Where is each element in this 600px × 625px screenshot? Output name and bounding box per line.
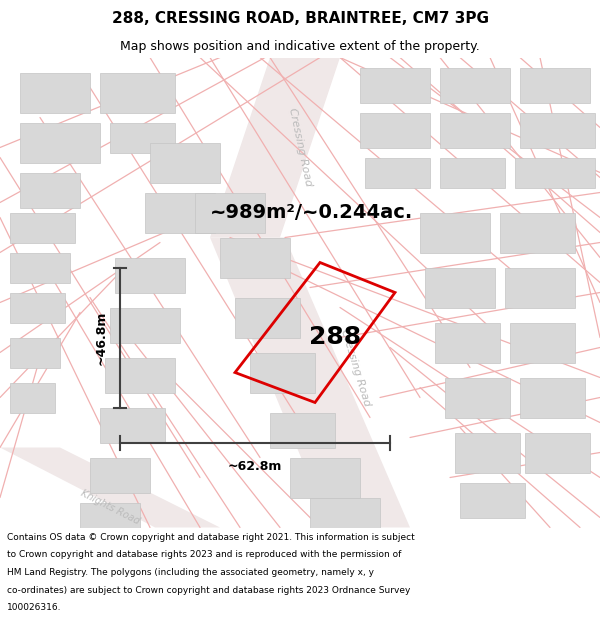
Polygon shape	[10, 292, 65, 322]
Polygon shape	[460, 482, 525, 518]
Text: HM Land Registry. The polygons (including the associated geometry, namely x, y: HM Land Registry. The polygons (includin…	[7, 568, 374, 577]
Polygon shape	[360, 112, 430, 148]
Polygon shape	[210, 238, 410, 528]
Polygon shape	[110, 308, 180, 342]
Polygon shape	[520, 378, 585, 418]
Polygon shape	[150, 142, 220, 182]
Polygon shape	[20, 72, 90, 112]
Polygon shape	[250, 352, 315, 392]
Text: Cressing Road: Cressing Road	[338, 328, 371, 408]
Polygon shape	[145, 192, 215, 232]
Polygon shape	[310, 498, 380, 528]
Polygon shape	[90, 458, 150, 492]
Polygon shape	[100, 408, 165, 442]
Polygon shape	[440, 112, 510, 148]
Text: ~989m²/~0.244ac.: ~989m²/~0.244ac.	[210, 203, 413, 222]
Text: 288, CRESSING ROAD, BRAINTREE, CM7 3PG: 288, CRESSING ROAD, BRAINTREE, CM7 3PG	[112, 11, 488, 26]
Polygon shape	[20, 122, 100, 162]
Polygon shape	[10, 253, 70, 282]
Polygon shape	[210, 58, 340, 238]
Polygon shape	[520, 112, 595, 148]
Polygon shape	[445, 378, 510, 418]
Polygon shape	[110, 122, 175, 152]
Text: Map shows position and indicative extent of the property.: Map shows position and indicative extent…	[120, 39, 480, 52]
Polygon shape	[100, 72, 175, 112]
Polygon shape	[290, 458, 360, 498]
Polygon shape	[525, 432, 590, 472]
Polygon shape	[520, 68, 590, 102]
Polygon shape	[10, 382, 55, 412]
Text: to Crown copyright and database rights 2023 and is reproduced with the permissio: to Crown copyright and database rights 2…	[7, 551, 401, 559]
Text: Knights Road: Knights Road	[79, 488, 141, 527]
Polygon shape	[10, 213, 75, 243]
Polygon shape	[455, 432, 520, 472]
Text: Cressing Road: Cressing Road	[287, 107, 313, 188]
Polygon shape	[365, 158, 430, 188]
Polygon shape	[435, 322, 500, 362]
Polygon shape	[80, 503, 140, 528]
Polygon shape	[420, 213, 490, 253]
Polygon shape	[195, 192, 265, 232]
Polygon shape	[440, 68, 510, 102]
Text: ~62.8m: ~62.8m	[228, 461, 282, 474]
Polygon shape	[235, 298, 300, 338]
Text: 100026316.: 100026316.	[7, 603, 62, 612]
Polygon shape	[0, 448, 220, 528]
Polygon shape	[115, 258, 185, 292]
Polygon shape	[425, 268, 495, 308]
Polygon shape	[510, 322, 575, 362]
Text: ~46.8m: ~46.8m	[95, 310, 108, 364]
Text: co-ordinates) are subject to Crown copyright and database rights 2023 Ordnance S: co-ordinates) are subject to Crown copyr…	[7, 586, 410, 594]
Polygon shape	[515, 158, 595, 188]
Polygon shape	[360, 68, 430, 102]
Polygon shape	[505, 268, 575, 308]
Polygon shape	[500, 213, 575, 253]
Polygon shape	[270, 412, 335, 447]
Polygon shape	[20, 173, 80, 208]
Polygon shape	[220, 238, 290, 278]
Polygon shape	[105, 357, 175, 392]
Text: 288: 288	[309, 326, 361, 349]
Polygon shape	[440, 158, 505, 188]
Polygon shape	[10, 338, 60, 367]
Text: Contains OS data © Crown copyright and database right 2021. This information is : Contains OS data © Crown copyright and d…	[7, 533, 415, 542]
